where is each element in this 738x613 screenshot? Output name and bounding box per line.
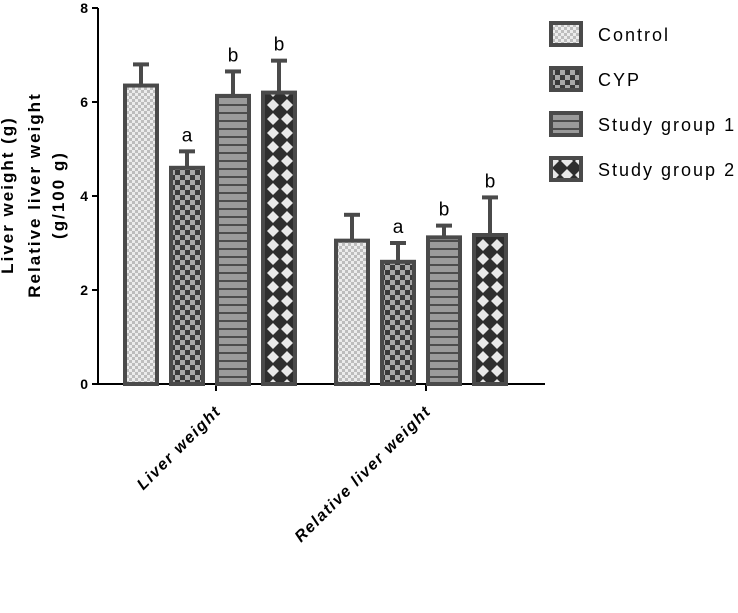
significance-label: b xyxy=(485,171,496,192)
significance-label: b xyxy=(439,200,450,221)
bar-study-group-2: b xyxy=(472,171,508,386)
legend-item: Study group 2 xyxy=(549,156,736,182)
y-tick-label: 6 xyxy=(80,94,88,110)
bar-cyp: a xyxy=(169,125,205,386)
significance-label: b xyxy=(274,35,285,56)
bar-cyp: a xyxy=(380,217,416,386)
legend-label: Control xyxy=(598,25,670,45)
bar-control xyxy=(334,212,370,386)
legend-swatch xyxy=(549,156,583,182)
y-axis-title-line2: Relative liver weight xyxy=(25,92,44,297)
bar-study-group-1: b xyxy=(426,200,462,386)
y-axis-title-line3: (g/100 g) xyxy=(49,151,68,239)
legend-swatch xyxy=(549,21,583,47)
y-tick-label: 4 xyxy=(80,188,88,204)
bar-control xyxy=(123,62,159,387)
y-tick-label: 2 xyxy=(80,282,88,298)
bar-rect xyxy=(261,90,297,386)
significance-label: b xyxy=(228,45,239,66)
y-tick-label: 8 xyxy=(80,0,88,16)
bar-study-group-2: b xyxy=(261,35,297,386)
legend-label: Study group 1 xyxy=(598,115,736,135)
legend: Control CYP Study group 1 Study group 2 xyxy=(549,21,736,182)
bar-rect xyxy=(426,235,462,386)
bar-rect xyxy=(334,238,370,386)
bar-rect xyxy=(380,259,416,386)
y-axis-title: Liver weight (g) Relative liver weight (… xyxy=(0,92,68,297)
significance-label: a xyxy=(182,125,193,146)
bar-rect xyxy=(215,93,251,386)
legend-swatch xyxy=(549,66,583,92)
y-axis-title-line1: Liver weight (g) xyxy=(0,116,17,274)
significance-label: a xyxy=(393,217,404,238)
legend-label: Study group 2 xyxy=(598,160,736,180)
legend-label: CYP xyxy=(598,70,641,90)
x-axis: Liver weight Relative liver weight xyxy=(97,383,545,546)
y-axis: 0 2 4 6 8 xyxy=(80,0,99,392)
bar-rect xyxy=(169,165,205,386)
y-tick-label: 0 xyxy=(80,376,88,392)
x-tick-label: Liver weight xyxy=(134,403,225,494)
bar-rect xyxy=(472,233,508,386)
legend-item: Study group 1 xyxy=(549,111,736,137)
bar-study-group-1: b xyxy=(215,45,251,386)
bar-rect xyxy=(123,83,159,387)
bars: a b b a b b xyxy=(123,35,508,387)
x-tick-label: Relative liver weight xyxy=(292,403,435,546)
legend-item: Control xyxy=(549,21,670,47)
legend-swatch xyxy=(549,111,583,137)
legend-item: CYP xyxy=(549,66,641,92)
